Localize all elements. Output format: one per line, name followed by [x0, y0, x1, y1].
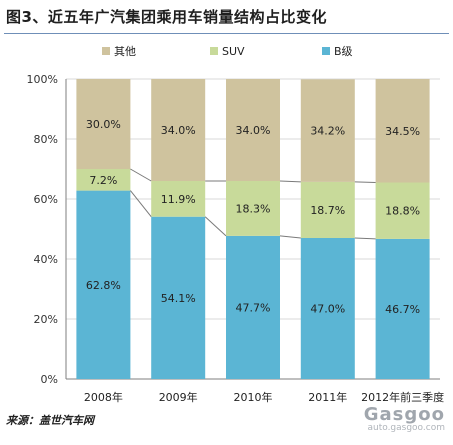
x-tick-label: 2010年	[234, 390, 273, 404]
data-label: 34.5%	[385, 125, 420, 138]
y-tick-label: 60%	[34, 193, 58, 206]
data-label: 11.9%	[161, 193, 196, 206]
data-label: 18.8%	[385, 205, 420, 218]
watermark: Gasgoo auto.gasgoo.com	[364, 404, 445, 433]
data-label: 47.7%	[236, 301, 271, 314]
bar-suv	[375, 182, 430, 239]
data-label: 18.7%	[310, 204, 345, 217]
source-note: 来源：盖世汽车网	[6, 414, 94, 427]
bar-b-class	[375, 238, 430, 379]
legend-swatch-b-class	[322, 47, 330, 55]
data-label: 47.0%	[310, 303, 345, 316]
connector-suv	[354, 181, 376, 183]
x-tick-label: 2009年	[159, 390, 198, 404]
chart-title: 图3、近五年广汽集团乘用车销量结构占比变化	[6, 8, 327, 26]
watermark-logo: Gasgoo	[363, 404, 445, 425]
legend-label-other: 其他	[114, 45, 136, 58]
connector-suv	[279, 180, 301, 183]
data-label: 18.3%	[236, 202, 271, 215]
data-label: 46.7%	[385, 303, 420, 316]
bar-b-class	[151, 216, 206, 379]
bar-suv	[300, 181, 355, 238]
bar-other	[375, 79, 430, 183]
y-tick-label: 20%	[34, 313, 58, 326]
bar-suv	[151, 181, 206, 217]
bar-other	[300, 79, 355, 182]
legend-label-suv: SUV	[222, 45, 245, 58]
bar-b-class	[300, 238, 355, 379]
bar-other	[151, 79, 206, 181]
bar-b-class	[226, 235, 280, 379]
data-label: 34.2%	[310, 125, 345, 138]
title-divider	[4, 33, 449, 34]
connector-suv	[130, 168, 152, 182]
data-label: 34.0%	[161, 124, 196, 137]
x-tick-label: 2008年	[84, 390, 123, 404]
data-label: 54.1%	[161, 292, 196, 305]
x-tick-label: 2011年	[308, 390, 347, 404]
data-label: 7.2%	[89, 174, 117, 187]
legend-swatch-suv	[210, 47, 218, 55]
y-tick-label: 80%	[34, 133, 58, 146]
connector-b-class	[130, 190, 152, 218]
x-tick-label: 2012年前三季度	[361, 390, 444, 404]
bar-other	[76, 79, 131, 169]
data-label: 30.0%	[86, 118, 121, 131]
bar-other	[226, 79, 280, 181]
y-tick-label: 40%	[34, 253, 58, 266]
bar-suv	[226, 181, 280, 236]
watermark-url: auto.gasgoo.com	[367, 423, 445, 433]
connector-b-class	[354, 237, 376, 240]
data-label: 34.0%	[236, 124, 271, 137]
legend-label-b-class: B级	[334, 45, 353, 58]
connector-b-class	[279, 235, 301, 239]
legend-swatch-other	[102, 47, 110, 55]
y-tick-label: 100%	[27, 73, 58, 86]
connector-b-class	[204, 216, 227, 237]
bar-b-class	[76, 190, 131, 379]
bar-suv	[76, 169, 131, 191]
data-label: 62.8%	[86, 279, 121, 292]
y-tick-label: 0%	[41, 373, 58, 386]
